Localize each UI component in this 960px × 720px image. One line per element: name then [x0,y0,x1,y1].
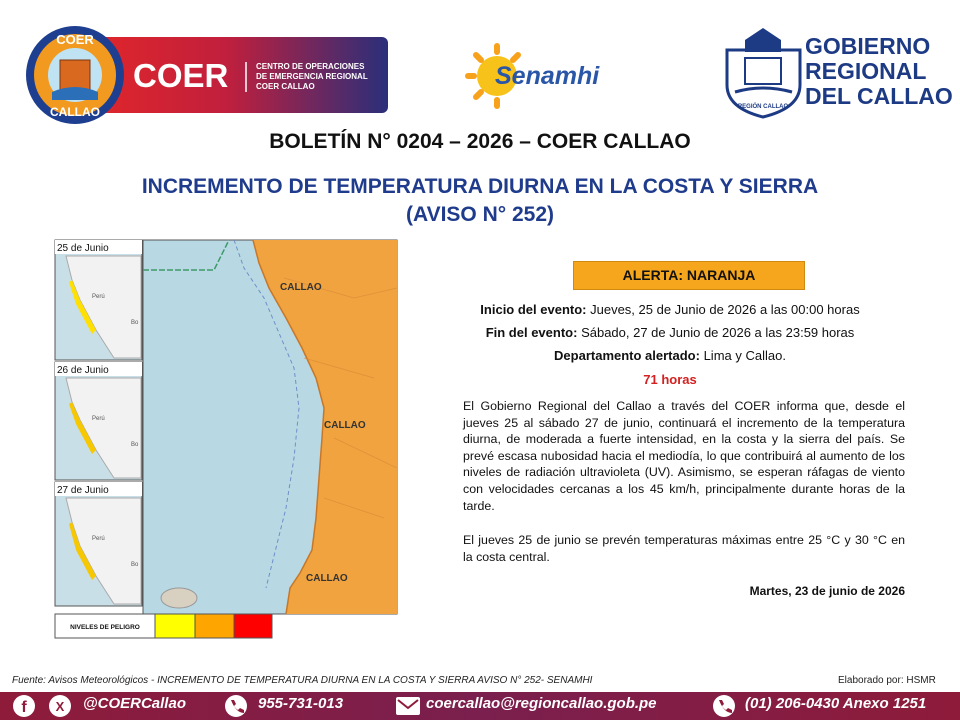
event-end-value: Sábado, 27 de Junio de 2026 a las 23:59 … [581,325,855,340]
thumbnail-header [55,362,142,376]
legend-label: NIVELES DE PELIGRO [70,624,140,631]
gobierno-name: REGIONAL [805,58,926,84]
contact-icons: f X [13,695,735,717]
department-value: Lima y Callao. [703,348,786,363]
thumbnail-land [65,255,142,359]
contact-phone: 955-731-013 [258,695,344,712]
author-note: Elaborado por: HSMR [838,675,936,686]
event-end-label: Fin del evento: [485,325,578,340]
thumbnail-country: Perú [92,536,105,542]
coer-desc: DE EMERGENCIA REGIONAL [256,72,368,81]
department-label: Departamento alertado: [554,348,700,363]
map-place-label: CALLAO [306,573,348,584]
thumbnail-neighbor: Bo [131,442,139,448]
thumbnail-date: 27 de Junio [57,485,109,496]
coer-badge-bottom: CALLAO [50,105,100,119]
issue-date: Martes, 23 de junio de 2026 [749,584,905,598]
svg-text:X: X [56,699,65,714]
event-start: Inicio del evento: Jueves, 25 de Junio d… [440,302,900,317]
coer-badge-top: COER [56,32,94,47]
body-paragraph: El jueves 25 de junio se prevén temperat… [463,533,905,564]
thumbnail-date: 25 de Junio [57,243,109,254]
senamhi-name: Senamhi [495,62,600,90]
coer-name: COER [133,57,229,94]
event-end: Fin del evento: Sábado, 27 de Junio de 2… [440,325,900,340]
coer-desc: COER CALLAO [256,82,315,91]
thumbnail-date: 26 de Junio [57,365,109,376]
event-start-value: Jueves, 25 de Junio de 2026 a las 00:00 … [590,302,860,317]
senamhi-logo: Senamhi [465,43,600,109]
thumbnail-neighbor: Bo [131,562,139,568]
thumbnail-header [55,240,142,254]
shield-text: REGIÓN CALLAO [738,102,789,110]
thumbnail-land [65,497,142,605]
body-paragraph: El Gobierno Regional del Callao a través… [463,399,905,513]
legend-yellow [154,613,196,639]
duration: 71 horas [643,372,697,387]
coer-tower [59,59,91,91]
thumbnail-header [55,482,142,496]
thumbnail-alert-zone [69,280,96,334]
svg-text:f: f [21,699,27,716]
contact-office-phone: (01) 206-0430 Anexo 1251 [745,695,927,712]
thumbnail-land [65,377,142,479]
thumbnail-country: Perú [92,294,105,300]
contact-bar [0,692,960,720]
legend-red [233,613,273,639]
main-map-land [253,240,397,614]
thumbnail-country: Perú [92,416,105,422]
gobierno-logo: REGIÓN CALLAO GOBIERNO REGIONAL DEL CALL… [725,28,953,119]
event-start-label: Inicio del evento: [480,302,587,317]
coer-band [95,37,388,113]
header-logos: COER CALLAO COER CENTRO DE OPERACIONES D… [26,26,953,124]
bulletin-title: BOLETÍN N° 0204 – 2026 – COER CALLAO [269,130,691,153]
department: Departamento alertado: Lima y Callao. [440,348,900,363]
coer-desc: CENTRO DE OPERACIONES [256,62,365,71]
alert-map: CALLAO CALLAO CALLAO 25 de Junio Perú Bo 26… [54,239,398,639]
thumbnail-alert-zone [69,402,96,454]
bulletin-subtitle: INCREMENTO DE TEMPERATURA DIURNA EN LA C… [141,175,819,226]
coer-wave [52,87,98,100]
map-place-label: CALLAO [324,420,366,431]
gobierno-name: GOBIERNO [805,33,930,59]
gobierno-name: DEL CALLAO [805,83,953,109]
map-place-label: CALLAO [280,282,322,293]
source-note: Fuente: Avisos Meteorológicos - INCREMEN… [12,675,593,686]
legend-orange [194,613,235,639]
thumbnail-neighbor: Bo [131,320,139,326]
thumbnail-alert-zone [69,522,96,580]
contact-social: @COERCallao [83,695,186,712]
contact-email: coercallao@regioncallao.gob.pe [426,695,657,712]
alert-level: ALERTA: NARANJA [573,261,805,290]
